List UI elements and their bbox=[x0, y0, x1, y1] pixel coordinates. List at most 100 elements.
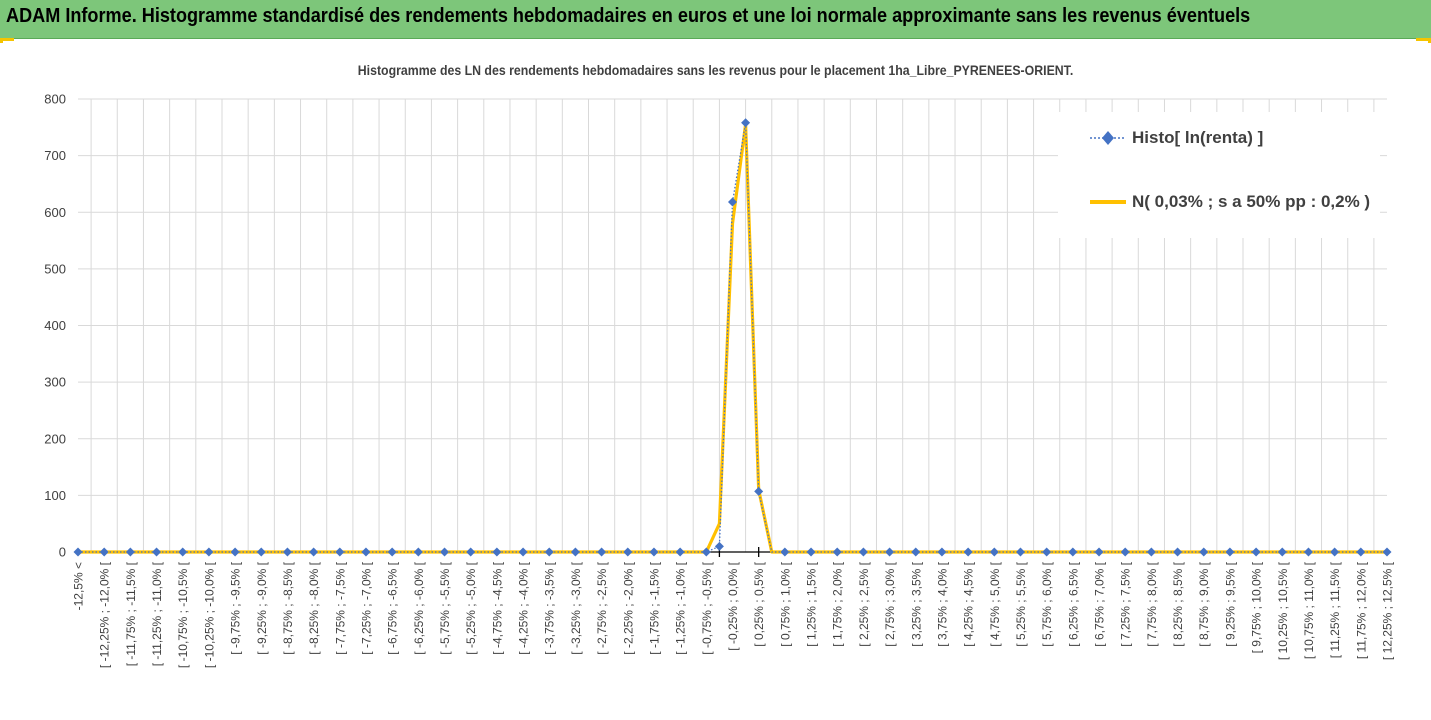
x-tick-label: [ -6,75% ; -6,5% [ bbox=[386, 561, 400, 654]
y-tick-label: 100 bbox=[44, 488, 66, 503]
x-tick-label: [ -0,75% ; -0,5% [ bbox=[700, 561, 714, 654]
histo-marker bbox=[178, 547, 188, 557]
histo-marker bbox=[675, 547, 685, 557]
histo-marker bbox=[256, 547, 266, 557]
x-tick-label: [ -2,25% ; -2,0% [ bbox=[621, 561, 635, 654]
x-tick-label: [ -7,75% ; -7,5% [ bbox=[333, 561, 347, 654]
histo-marker bbox=[1042, 547, 1052, 557]
x-tick-label: [ 5,75% ; 6,0% [ bbox=[1040, 561, 1054, 646]
x-tick-label: [ 6,25% ; 6,5% [ bbox=[1066, 561, 1080, 646]
x-tick-label: [ 4,75% ; 5,0% [ bbox=[988, 561, 1002, 646]
histo-marker bbox=[440, 547, 450, 557]
x-tick-label: [ -11,25% ; -11,0% [ bbox=[150, 561, 164, 666]
legend-swatch-normal bbox=[1090, 200, 1126, 204]
x-tick-label: [ 1,25% ; 1,5% [ bbox=[805, 561, 819, 646]
gridlines bbox=[78, 98, 1387, 552]
y-tick-label: 700 bbox=[44, 148, 66, 163]
y-tick-label: 500 bbox=[44, 261, 66, 276]
legend-label-normal: N( 0,03% ; s a 50% pp : 0,2% ) bbox=[1132, 192, 1371, 211]
x-tick-label: [ -2,75% ; -2,5% [ bbox=[595, 561, 609, 654]
histo-marker bbox=[73, 547, 83, 557]
y-tick-label: 200 bbox=[44, 431, 66, 446]
x-tick-label: [ 5,25% ; 5,5% [ bbox=[1014, 561, 1028, 646]
corner-mark-top-right-v bbox=[1428, 38, 1431, 43]
x-tick-label: [ 0,75% ; 1,0% [ bbox=[778, 561, 792, 646]
histo-marker bbox=[99, 547, 109, 557]
x-tick-label: [ 7,25% ; 7,5% [ bbox=[1119, 561, 1133, 646]
x-tick-label: [ -3,25% ; -3,0% [ bbox=[569, 561, 583, 654]
x-tick-label: [ 4,25% ; 4,5% [ bbox=[962, 561, 976, 646]
histo-marker bbox=[230, 547, 240, 557]
x-tick-label: [ -3,75% ; -3,5% [ bbox=[543, 561, 557, 654]
x-tick-label: [ -11,75% ; -11,5% [ bbox=[124, 561, 138, 666]
histo-marker bbox=[1225, 547, 1235, 557]
histo-marker bbox=[125, 547, 135, 557]
histo-marker bbox=[1330, 547, 1340, 557]
corner-mark-top-left bbox=[0, 38, 14, 41]
histo-marker bbox=[649, 547, 659, 557]
histo-marker bbox=[413, 547, 423, 557]
histo-marker bbox=[701, 547, 711, 557]
y-tick-label: 0 bbox=[59, 545, 66, 560]
x-tick-label: [ 9,75% ; 10,0% [ bbox=[1250, 561, 1264, 653]
histo-marker bbox=[806, 547, 816, 557]
y-tick-label: 600 bbox=[44, 205, 66, 220]
histo-marker bbox=[1356, 547, 1366, 557]
header-banner: ADAM Informe. Histogramme standardisé de… bbox=[0, 0, 1431, 39]
histo-marker bbox=[1068, 547, 1078, 557]
histo-marker bbox=[1277, 547, 1287, 557]
histo-marker bbox=[937, 547, 947, 557]
x-tick-label: [ -12,25% ; -12,0% [ bbox=[98, 561, 112, 668]
x-tick-label: [ -5,75% ; -5,5% [ bbox=[438, 561, 452, 654]
x-tick-label: [ -10,75% ; -10,5% [ bbox=[176, 561, 190, 668]
x-tick-label: [ 7,75% ; 8,0% [ bbox=[1145, 561, 1159, 646]
x-tick-label: [ -4,25% ; -4,0% [ bbox=[517, 561, 531, 654]
y-tick-label: 400 bbox=[44, 318, 66, 333]
corner-mark-top-right bbox=[1416, 38, 1431, 41]
x-tick-label: [ 1,75% ; 2,0% [ bbox=[831, 561, 845, 646]
histo-marker bbox=[204, 547, 214, 557]
x-tick-label: [ -1,75% ; -1,5% [ bbox=[647, 561, 661, 654]
histo-marker bbox=[728, 197, 737, 207]
histo-marker bbox=[597, 547, 607, 557]
histo-marker bbox=[741, 118, 751, 128]
x-tick-label: [ 8,75% ; 9,0% [ bbox=[1197, 561, 1211, 646]
histo-marker bbox=[1251, 547, 1261, 557]
histo-marker bbox=[518, 547, 528, 557]
x-tick-label: [ 11,25% ; 11,5% [ bbox=[1328, 561, 1342, 658]
histo-marker bbox=[1382, 547, 1392, 557]
x-tick-label: [ -10,25% ; -10,0% [ bbox=[202, 561, 216, 668]
histo-marker bbox=[1303, 547, 1313, 557]
histo-marker bbox=[714, 541, 724, 551]
x-tick-label: [ 11,75% ; 12,0% [ bbox=[1354, 561, 1368, 659]
histo-marker bbox=[1094, 547, 1104, 557]
x-tick-label: [ 12,25% ; 12,5% [ bbox=[1381, 561, 1395, 660]
x-tick-label: [ -4,75% ; -4,5% [ bbox=[490, 561, 504, 654]
histo-marker bbox=[989, 547, 999, 557]
histo-marker bbox=[387, 547, 397, 557]
x-tick-label: [ -6,25% ; -6,0% [ bbox=[412, 561, 426, 654]
histo-marker bbox=[492, 547, 502, 557]
x-tick-labels: -12,5% < [ -12,25% ; -12,0% [[ -11,75% ; … bbox=[72, 561, 1395, 668]
histo-marker bbox=[309, 547, 319, 557]
x-tick-label: [ 8,25% ; 8,5% [ bbox=[1171, 561, 1185, 646]
histo-marker bbox=[335, 547, 345, 557]
histo-marker bbox=[544, 547, 554, 557]
banner-title: ADAM Informe. Histogramme standardisé de… bbox=[6, 5, 1251, 27]
x-tick-label: [ 2,75% ; 3,0% [ bbox=[883, 561, 897, 646]
histo-marker bbox=[1199, 547, 1209, 557]
y-tick-label: 800 bbox=[44, 92, 66, 107]
legend-label-histo: Histo[ ln(renta) ] bbox=[1132, 128, 1264, 147]
x-tick-label: [ -7,25% ; -7,0% [ bbox=[359, 561, 373, 654]
legend: Histo[ ln(renta) ] N( 0,03% ; s a 50% pp… bbox=[1058, 112, 1380, 238]
chart-title-text: Histogramme des LN des rendements hebdom… bbox=[357, 62, 1074, 78]
x-tick-label: [ -8,25% ; -8,0% [ bbox=[307, 561, 321, 654]
x-tick-label: [ -9,25% ; -9,0% [ bbox=[255, 561, 269, 654]
legend-swatch-histo bbox=[1090, 131, 1126, 145]
chart-title: Histogramme des LN des rendements hebdom… bbox=[0, 62, 1431, 78]
histo-marker bbox=[623, 547, 633, 557]
x-tick-label: [ -0,25% ; 0,0% [ bbox=[726, 561, 740, 650]
histo-marker bbox=[1173, 547, 1183, 557]
histo-marker bbox=[1120, 547, 1130, 557]
histo-marker bbox=[911, 547, 921, 557]
